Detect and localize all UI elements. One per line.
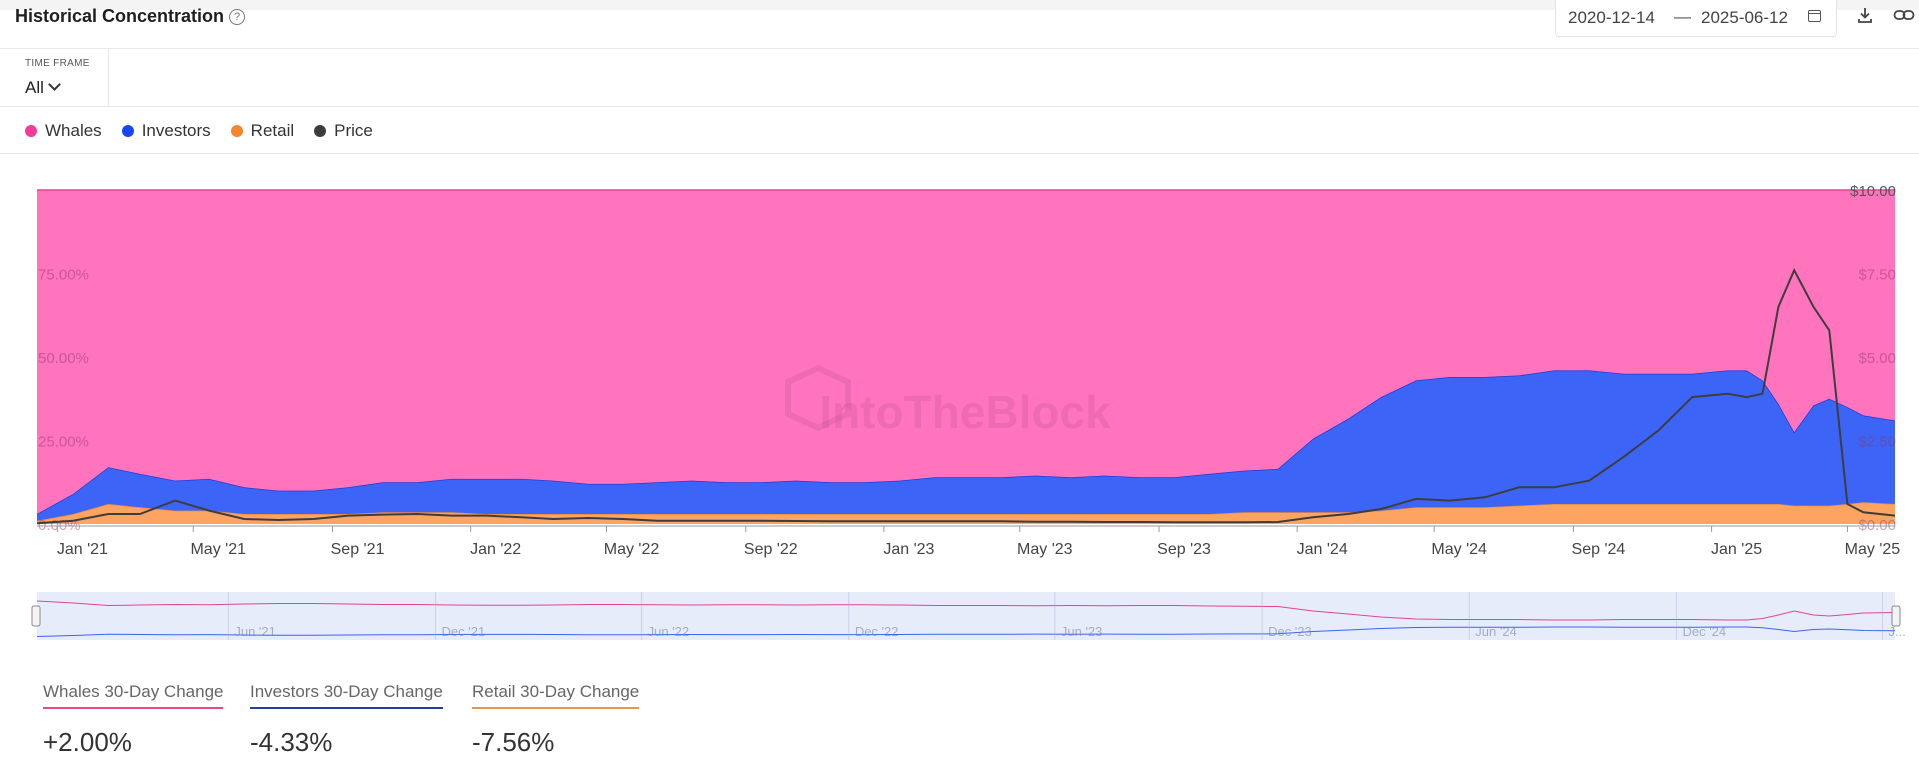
- area-whales: [37, 190, 1895, 514]
- navigator-label: Jun '24: [1475, 624, 1517, 639]
- legend-label: Retail: [250, 121, 295, 140]
- watermark-logo-icon: [785, 364, 851, 432]
- y-left-tick-label: 75.00%: [38, 267, 89, 284]
- calendar-icon[interactable]: [1808, 10, 1821, 22]
- legend-label: Whales: [45, 121, 102, 140]
- legend-dot: [314, 125, 327, 137]
- legend-dot: [25, 125, 37, 137]
- date-separator: —: [1674, 7, 1691, 26]
- x-tick-label: May '23: [1017, 541, 1073, 558]
- x-tick-label: Jan '22: [470, 541, 521, 558]
- end-date[interactable]: 2025-06-12: [1701, 8, 1788, 27]
- x-tick-label: May '24: [1431, 541, 1487, 558]
- stat-label: Whales 30-Day Change: [43, 682, 224, 709]
- stat-value: -7.56%: [472, 727, 555, 757]
- download-icon[interactable]: [1856, 6, 1874, 29]
- y-right-tick-label: $7.50: [1858, 267, 1896, 284]
- legend-item-whales[interactable]: Whales: [25, 121, 102, 141]
- header-bar: Historical Concentration ? 2020-12-14 — …: [0, 0, 1919, 49]
- x-tick-label: Jan '21: [57, 541, 108, 558]
- navigator-whales-line: [36, 600, 1896, 621]
- timeframe-label: TIME FRAME: [25, 58, 90, 69]
- navigator-label: Dec '23: [1268, 624, 1312, 639]
- y-right-tick-label: $10.00: [1850, 183, 1896, 200]
- stat-retail-change: Retail 30-Day Change -7.56%: [472, 682, 640, 758]
- y-right-tick-label: $5.00: [1858, 350, 1896, 367]
- navigator-investors-line: [36, 626, 1896, 637]
- navigator-label: Dec '21: [442, 624, 486, 639]
- legend-dot: [230, 125, 243, 137]
- stat-investors-change: Investors 30-Day Change -4.33%: [250, 682, 443, 758]
- navigator-label: Jun '23: [1061, 624, 1103, 639]
- navigator-background: [37, 592, 1895, 640]
- legend-item-price[interactable]: Price: [314, 121, 373, 141]
- stat-label: Retail 30-Day Change: [472, 682, 640, 709]
- legend-item-investors[interactable]: Investors: [121, 121, 211, 141]
- timeframe-box[interactable]: [0, 48, 109, 106]
- stat-whales-change: Whales 30-Day Change +2.00%: [43, 682, 224, 758]
- x-tick-label: May '22: [604, 541, 660, 558]
- x-tick-label: Jan '25: [1711, 541, 1762, 558]
- date-range-picker[interactable]: 2020-12-14 — 2025-06-12: [1555, 0, 1837, 37]
- navigator-label: Dec '22: [855, 624, 899, 639]
- x-tick-label: Sep '23: [1157, 541, 1211, 558]
- timeframe-select[interactable]: All: [25, 78, 61, 98]
- y-left-tick-label: 25.00%: [38, 434, 89, 451]
- navigator-left-handle[interactable]: [31, 605, 41, 627]
- concentration-chart[interactable]: IntoTheBlock0.00%25.00%50.00%75.00%$0.00…: [0, 170, 1919, 650]
- price-line: [36, 267, 1896, 525]
- legend-label: Price: [334, 121, 373, 140]
- navigator-label: Dec '24: [1682, 624, 1726, 639]
- navigator-label: Jun '21: [234, 624, 276, 639]
- link-icon[interactable]: [1893, 6, 1915, 29]
- area-investors: [37, 370, 1895, 521]
- x-tick-label: Jan '23: [883, 541, 934, 558]
- stat-value: +2.00%: [43, 727, 132, 757]
- question-circle-icon[interactable]: ?: [229, 9, 245, 25]
- stat-label: Investors 30-Day Change: [250, 682, 443, 709]
- page-title: Historical Concentration: [15, 6, 225, 26]
- navigator-right-handle[interactable]: [1891, 605, 1901, 627]
- x-tick-label: Sep '24: [1572, 541, 1626, 558]
- legend-dot: [121, 125, 134, 137]
- x-tick-label: Sep '21: [331, 541, 385, 558]
- y-left-tick-label: 50.00%: [38, 350, 89, 367]
- legend-item-retail[interactable]: Retail: [230, 121, 295, 141]
- y-right-tick-label: $2.50: [1858, 434, 1896, 451]
- x-tick-label: Jan '24: [1297, 541, 1348, 558]
- divider: [0, 153, 1919, 154]
- x-tick-label: May '21: [190, 541, 246, 558]
- chart-legend: Whales Investors Retail Price: [25, 121, 373, 141]
- legend-label: Investors: [141, 121, 211, 140]
- top-strip: [0, 0, 1919, 10]
- start-date[interactable]: 2020-12-14: [1568, 8, 1655, 27]
- x-tick-label: Sep '22: [744, 541, 798, 558]
- chevron-down-icon[interactable]: [48, 78, 61, 91]
- x-tick-label: May '25: [1845, 541, 1901, 558]
- timeframe-value[interactable]: All: [25, 78, 44, 97]
- divider: [0, 106, 1919, 107]
- navigator-label: Jun '22: [648, 624, 690, 639]
- watermark: IntoTheBlock: [819, 386, 1111, 438]
- stat-value: -4.33%: [250, 727, 333, 757]
- navigator-label: J...: [1889, 624, 1906, 639]
